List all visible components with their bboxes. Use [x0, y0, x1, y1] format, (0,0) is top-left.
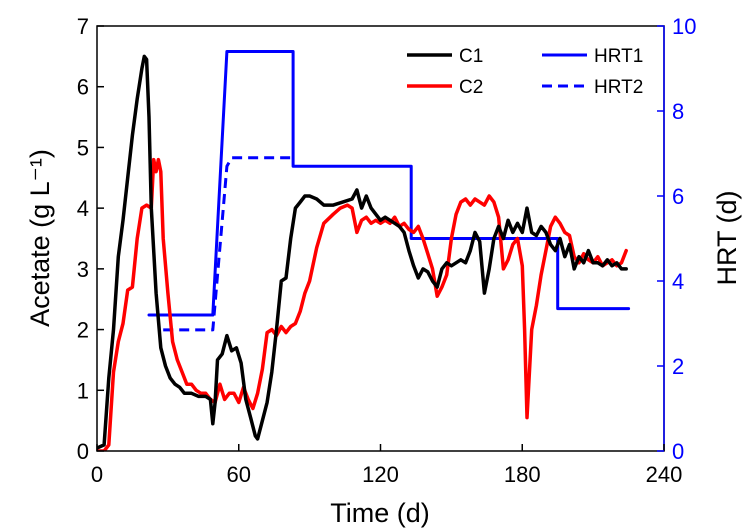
x-tick-label: 240 [646, 462, 683, 487]
plot-frame [96, 25, 665, 452]
legend-label-c1: C1 [459, 46, 483, 67]
series-line-hrt2 [163, 156, 294, 332]
y-axis-left-title: Acetate (g L⁻¹) [25, 149, 55, 327]
y-right-tick-label: 0 [672, 439, 684, 464]
y-left-tick-label: 4 [77, 196, 89, 221]
x-axis-title: Time (d) [330, 498, 430, 528]
y-right-tick-label: 4 [672, 269, 684, 294]
legend-label-c2: C2 [459, 77, 483, 98]
y-left-tick-label: 3 [77, 257, 89, 282]
x-tick-label: 0 [91, 462, 103, 487]
y-left-tick-label: 2 [77, 318, 89, 343]
y-left-tick-label: 0 [77, 439, 89, 464]
y-left-tick-label: 5 [77, 135, 89, 160]
y-right-tick-label: 6 [672, 184, 684, 209]
y-right-tick-label: 2 [672, 354, 684, 379]
y-right-tick-label: 10 [672, 14, 696, 39]
y-left-tick-label: 6 [77, 75, 89, 100]
y-axis-right-title: HRT (d) [712, 190, 742, 285]
series-line-c1 [97, 54, 628, 450]
y-left-tick-label: 1 [77, 378, 89, 403]
x-tick-label: 180 [504, 462, 541, 487]
x-tick-label: 120 [362, 462, 399, 487]
y-left-tick-label: 7 [77, 14, 89, 39]
x-tick-label: 60 [227, 462, 251, 487]
y-right-tick-label: 8 [672, 99, 684, 124]
legend-label-hrt1: HRT1 [594, 46, 643, 67]
legend-label-hrt2: HRT2 [594, 77, 643, 98]
legend: C1 C2 HRT1 HRT2 [407, 46, 643, 98]
series-line-hrt1 [147, 50, 631, 317]
series-layer [97, 50, 631, 451]
series-line-c2 [97, 157, 628, 451]
